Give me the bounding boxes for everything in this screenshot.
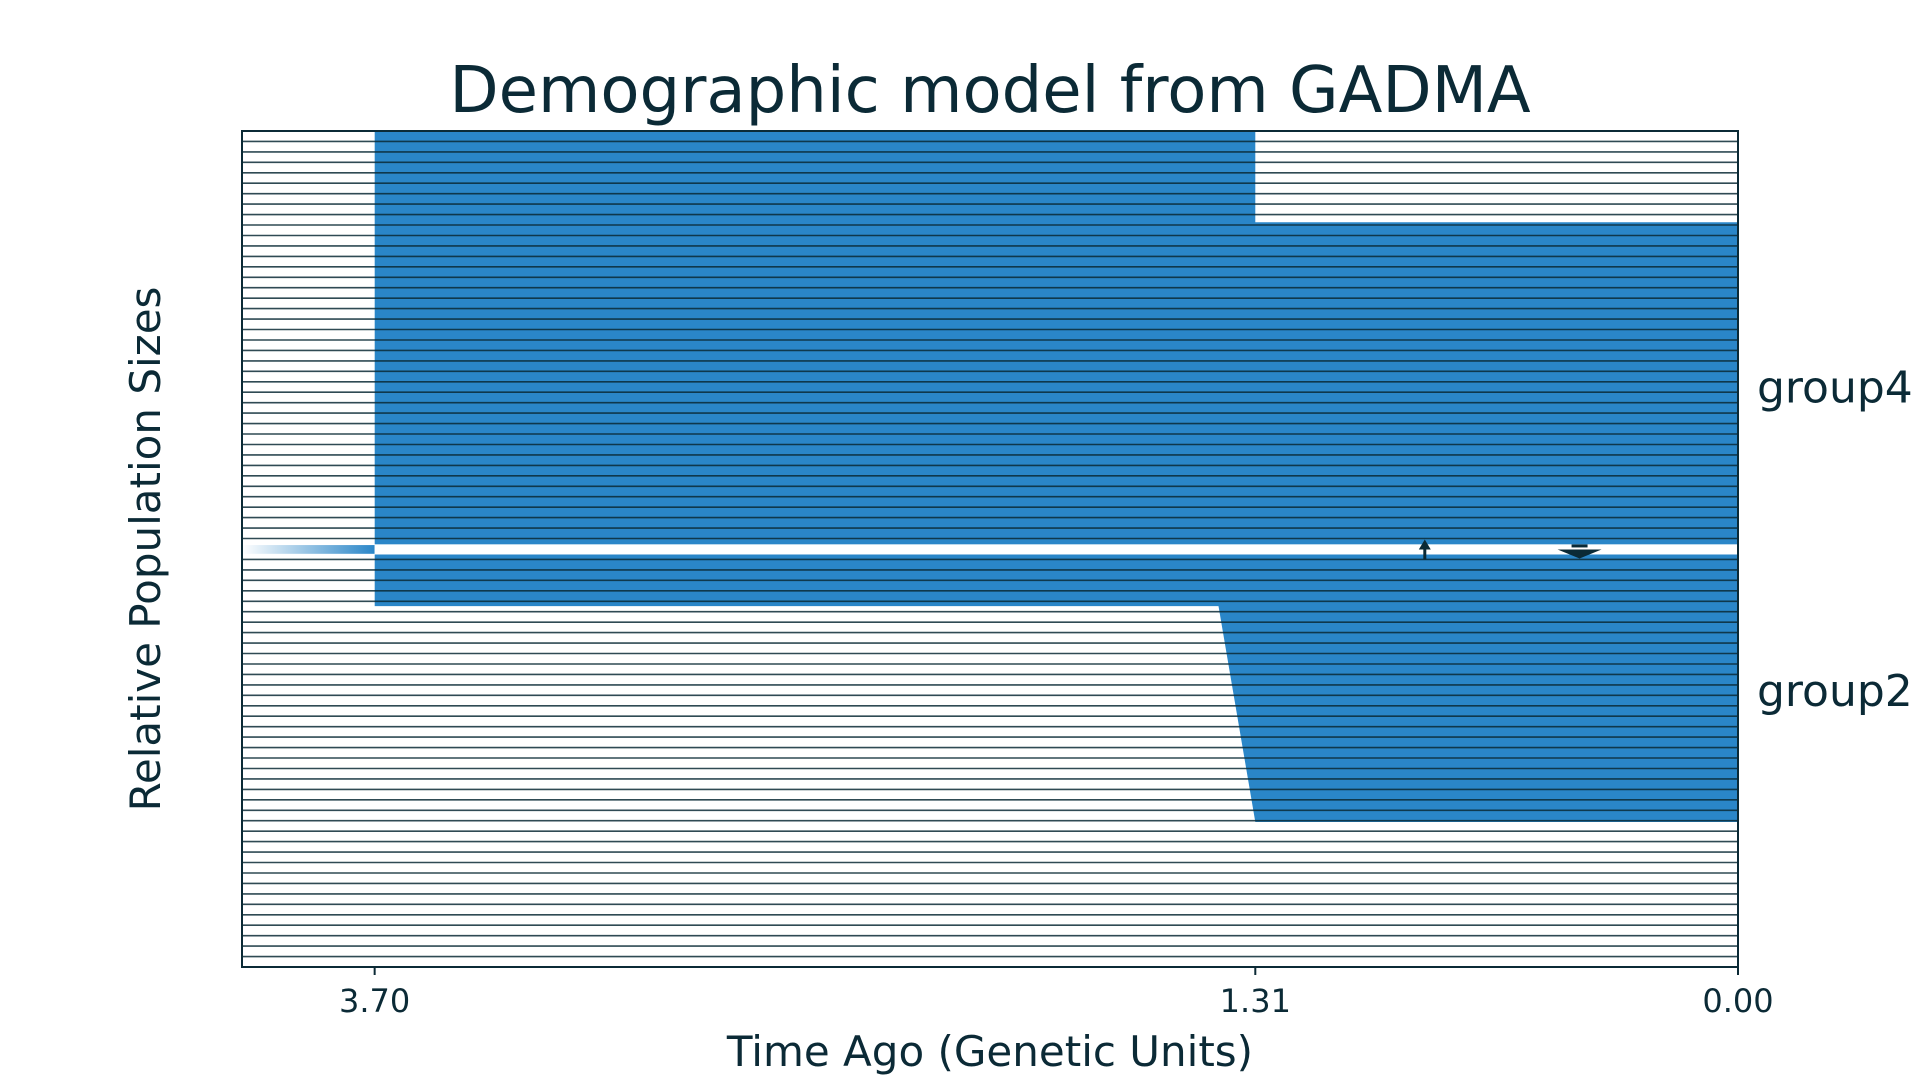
population-labels: group4 group2 [1757, 362, 1913, 717]
population-label-group2: group2 [1757, 666, 1913, 717]
plot-frame [241, 130, 1739, 968]
x-axis-ticks: 3.70 1.31 0.00 [339, 967, 1774, 1020]
plot-content [242, 131, 1738, 958]
chart-title: Demographic model from GADMA [449, 54, 1531, 128]
stripe-lines [242, 140, 1738, 958]
x-tick-label: 0.00 [1702, 982, 1773, 1020]
x-tick-label: 3.70 [339, 982, 410, 1020]
x-axis-label: Time Ago (Genetic Units) [726, 1027, 1253, 1076]
y-axis-label: Relative Population Sizes [121, 287, 170, 812]
migration-arrow-group4-to-group2 [1557, 544, 1602, 559]
migration-arrow-group2-to-group4 [1418, 539, 1431, 560]
ancestral-population-band [242, 545, 375, 554]
plot-area [242, 131, 1738, 958]
population-area-group2 [374, 554, 1738, 822]
population-area-group4 [374, 131, 1738, 545]
population-label-group4: group4 [1757, 362, 1913, 413]
population-divider [374, 544, 1738, 555]
x-tick-label: 1.31 [1220, 982, 1291, 1020]
